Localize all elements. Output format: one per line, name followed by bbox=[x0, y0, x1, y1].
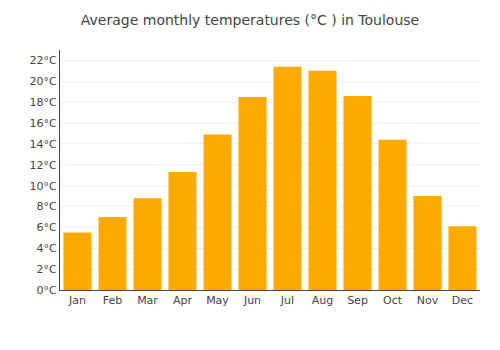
svg-text:Average monthly temperatures (: Average monthly temperatures (°C ) in To… bbox=[81, 12, 419, 28]
svg-text:8°C: 8°C bbox=[37, 200, 57, 213]
svg-text:6°C: 6°C bbox=[37, 221, 57, 234]
svg-text:10°C: 10°C bbox=[30, 180, 57, 193]
svg-text:Jan: Jan bbox=[68, 294, 86, 307]
svg-text:Feb: Feb bbox=[103, 294, 122, 307]
svg-text:May: May bbox=[206, 294, 229, 307]
svg-text:Nov: Nov bbox=[417, 294, 439, 307]
svg-text:20°C: 20°C bbox=[30, 75, 57, 88]
svg-text:Aug: Aug bbox=[312, 294, 333, 307]
svg-text:Oct: Oct bbox=[383, 294, 403, 307]
svg-text:4°C: 4°C bbox=[37, 242, 57, 255]
svg-text:Sep: Sep bbox=[347, 294, 368, 307]
svg-text:14°C: 14°C bbox=[30, 138, 57, 151]
svg-text:Jun: Jun bbox=[243, 294, 261, 307]
svg-text:Jul: Jul bbox=[280, 294, 294, 307]
svg-text:0°C: 0°C bbox=[37, 284, 57, 297]
svg-text:Mar: Mar bbox=[137, 294, 158, 307]
svg-text:2°C: 2°C bbox=[37, 263, 57, 276]
svg-text:16°C: 16°C bbox=[30, 117, 57, 130]
svg-text:Apr: Apr bbox=[173, 294, 193, 307]
svg-text:22°C: 22°C bbox=[30, 54, 57, 67]
svg-text:Dec: Dec bbox=[452, 294, 473, 307]
svg-text:18°C: 18°C bbox=[30, 96, 57, 109]
svg-text:12°C: 12°C bbox=[30, 159, 57, 172]
